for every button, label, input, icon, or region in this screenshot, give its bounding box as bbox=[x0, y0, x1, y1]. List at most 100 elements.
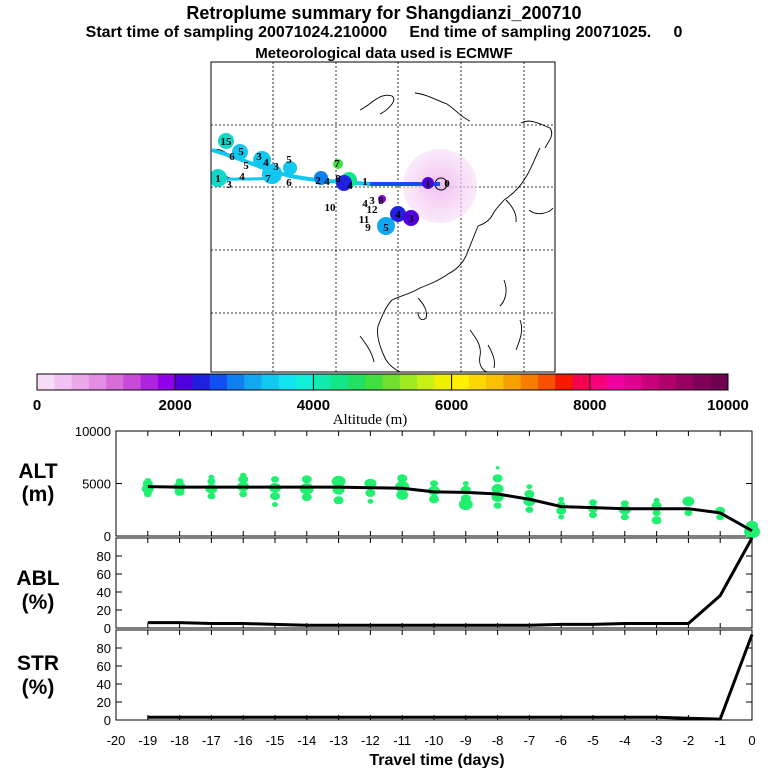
altitude-cluster-point bbox=[430, 480, 438, 487]
map-cluster-label: 4 bbox=[347, 180, 353, 192]
colorbar-tick-label: 4000 bbox=[297, 397, 330, 414]
colorbar-cell bbox=[157, 374, 176, 390]
x-tick-label: -5 bbox=[587, 733, 599, 748]
colorbar-cell bbox=[399, 374, 418, 390]
colorbar-tick-label: 10000 bbox=[707, 397, 749, 414]
map-cluster-label: 8 bbox=[335, 173, 341, 185]
colorbar-cell bbox=[244, 374, 263, 390]
colorbar-cell bbox=[693, 374, 712, 390]
map-cluster-label: 5 bbox=[383, 222, 389, 234]
x-tick-label: 0 bbox=[748, 733, 755, 748]
x-tick-label: -15 bbox=[266, 733, 285, 748]
colorbar-tick-label: 6000 bbox=[435, 397, 468, 414]
map-cluster-label: 12 bbox=[367, 204, 379, 216]
colorbar-cell bbox=[261, 374, 280, 390]
plume-region bbox=[211, 133, 477, 235]
str-plot-frame bbox=[115, 629, 753, 721]
colorbar-cell bbox=[503, 374, 522, 390]
abl-series-line bbox=[147, 537, 754, 627]
colorbar-cell bbox=[192, 374, 211, 390]
colorbar-cell bbox=[434, 374, 453, 390]
y-tick-label: 20 bbox=[97, 603, 111, 618]
x-axis: -20 -19 -18 -17 -16 -15 -14 -13 -12 -11 -10 -9 -8 -7-… bbox=[107, 733, 756, 748]
colorbar-cell bbox=[624, 374, 643, 390]
altitude-cluster-point bbox=[364, 478, 377, 489]
cluster-blob bbox=[422, 177, 434, 189]
cluster-blob bbox=[232, 144, 248, 160]
abl-plot-frame bbox=[115, 537, 753, 629]
alt-panel-label: ALT bbox=[18, 460, 57, 483]
altitude-cluster-point bbox=[495, 466, 500, 470]
altitude-cluster-point bbox=[652, 509, 661, 517]
cluster-blob bbox=[283, 161, 297, 175]
colorbar-cell bbox=[347, 374, 366, 390]
colorbar-cell bbox=[123, 374, 142, 390]
abl-panel: 0 20 40 60 80 bbox=[97, 537, 754, 636]
colorbar-cell bbox=[140, 374, 159, 390]
altitude-cluster-point bbox=[684, 509, 693, 517]
alt-panel-unit: (m) bbox=[22, 483, 55, 506]
altitude-cluster-point bbox=[301, 493, 312, 502]
y-tick-label: 80 bbox=[97, 549, 111, 564]
alt-panel: 0 5000 10000 bbox=[75, 424, 760, 544]
colorbar-cell bbox=[641, 374, 660, 390]
alt-series-line bbox=[147, 485, 753, 533]
map-cluster-label: 1 bbox=[362, 176, 368, 188]
y-tick-label: 40 bbox=[97, 585, 111, 600]
x-tick-label: -11 bbox=[393, 733, 411, 748]
str-panel-unit: (%) bbox=[22, 676, 55, 699]
colorbar-cell bbox=[468, 374, 487, 390]
colorbar-cell bbox=[278, 374, 297, 390]
colorbar-cell bbox=[313, 374, 332, 390]
colorbar-cell bbox=[676, 374, 694, 390]
colorbar-cell bbox=[227, 374, 245, 390]
y-tick-label: 40 bbox=[97, 677, 111, 692]
map-cluster-label: 4 bbox=[362, 198, 368, 210]
x-tick-label: -16 bbox=[234, 733, 253, 748]
colorbar-cell bbox=[520, 374, 539, 390]
str-series-line bbox=[147, 633, 754, 721]
altitude-cluster-point bbox=[205, 483, 218, 494]
colorbar-cell bbox=[417, 374, 435, 390]
colorbar-cell bbox=[365, 374, 383, 390]
colorbar-cell bbox=[451, 374, 470, 390]
altitude-cluster-point bbox=[429, 495, 439, 504]
colorbar-cell bbox=[209, 374, 228, 390]
altitude-cluster-point bbox=[460, 494, 471, 503]
map-cluster-label: 9 bbox=[365, 222, 371, 234]
map-graticule bbox=[211, 62, 555, 372]
cluster-blob bbox=[378, 195, 386, 203]
altitude-cluster-point bbox=[301, 475, 312, 484]
colorbar-cell bbox=[589, 374, 608, 390]
altitude-cluster-point bbox=[556, 506, 567, 515]
x-tick-label: -6 bbox=[555, 733, 567, 748]
met-data-line: Meteorological data used is ECMWF bbox=[255, 45, 513, 62]
x-tick-label: -7 bbox=[524, 733, 536, 748]
map-cluster-label: 7 bbox=[265, 173, 271, 185]
altitude-cluster-point bbox=[558, 514, 565, 520]
str-panel: 0 20 40 60 80 bbox=[97, 629, 754, 728]
str-panel-label: STR bbox=[17, 652, 59, 675]
x-tick-label: -9 bbox=[460, 733, 472, 748]
colorbar-cell bbox=[330, 374, 349, 390]
altitude-cluster-point bbox=[333, 496, 344, 505]
cluster-blob bbox=[403, 210, 419, 226]
map-cluster-label: 3 bbox=[369, 195, 375, 207]
colorbar-cell bbox=[710, 374, 729, 390]
altitude-cluster-point bbox=[493, 502, 502, 509]
altitude-cluster-point bbox=[462, 481, 469, 486]
map-cluster-label: 5 bbox=[238, 146, 244, 158]
map-cluster-label: 6 bbox=[229, 151, 235, 163]
colorbar-cell bbox=[106, 374, 124, 390]
altitude-colorbar: 0 2000 4000 6000 8000 10000 Altitude (m) bbox=[33, 373, 749, 428]
colorbar-tick-label: 2000 bbox=[159, 397, 192, 414]
altitude-cluster-point bbox=[238, 475, 249, 484]
map-cluster-label: 10 bbox=[325, 202, 337, 214]
colorbar-cell bbox=[71, 374, 90, 390]
altitude-cluster-point bbox=[367, 498, 374, 504]
cluster-blob bbox=[336, 175, 352, 191]
altitude-cluster-point bbox=[239, 490, 248, 498]
map-cluster-label: 6 bbox=[286, 177, 292, 189]
